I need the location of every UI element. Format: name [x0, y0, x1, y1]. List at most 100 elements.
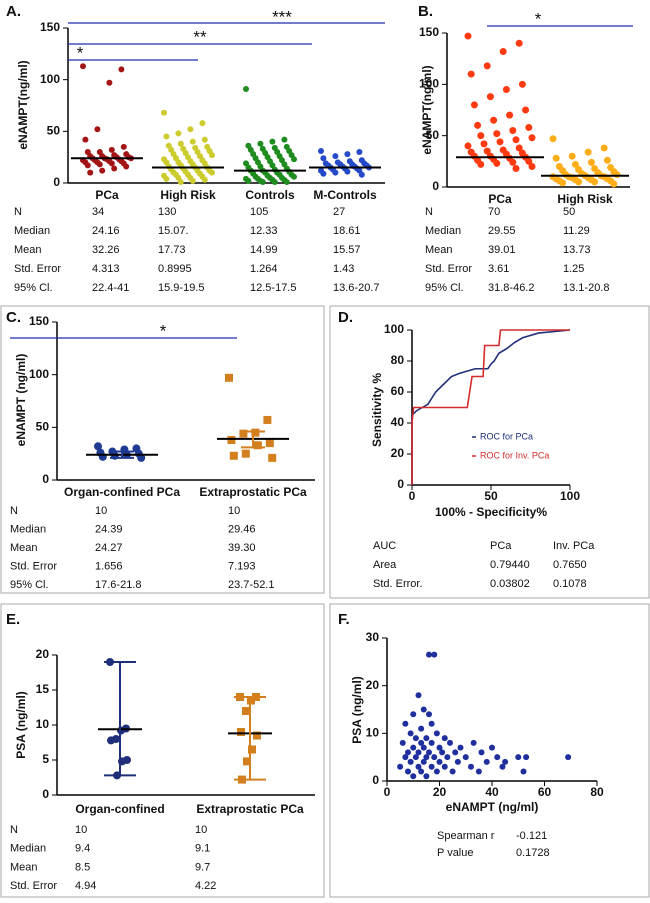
data-point — [259, 178, 266, 185]
y-tick-label: 20 — [36, 647, 50, 661]
data-point — [441, 735, 448, 742]
data-point — [118, 66, 125, 73]
table-cell: P value — [437, 847, 474, 859]
data-point — [523, 754, 530, 761]
x-tick-label: 0 — [384, 785, 391, 799]
table-cell: 17.73 — [158, 244, 186, 256]
table-cell: 105 — [250, 206, 268, 218]
table-cell: -0.121 — [516, 830, 547, 842]
table-cell: 29.55 — [488, 225, 516, 237]
table-cell: 12.5-17.5 — [250, 282, 296, 294]
data-point — [506, 111, 514, 119]
panel-label: C. — [6, 309, 21, 326]
data-point — [123, 163, 130, 170]
data-point — [436, 744, 443, 751]
legend-label: ROC for PCa — [480, 431, 533, 441]
data-point — [515, 144, 523, 152]
data-point — [525, 157, 533, 165]
table-cell: 4.22 — [195, 880, 216, 892]
table-cell: Std. Error — [425, 263, 472, 275]
data-point — [291, 173, 297, 180]
data-point — [431, 754, 438, 761]
data-point — [163, 175, 170, 182]
x-tick-label: 60 — [538, 785, 552, 799]
data-point — [320, 155, 327, 162]
data-point — [571, 160, 579, 168]
table-cell: 15.57 — [333, 244, 361, 256]
table-cell: 95% Cl. — [14, 282, 53, 294]
data-point — [189, 138, 196, 145]
data-point — [356, 149, 363, 155]
y-tick-label: 0 — [432, 179, 439, 193]
data-point — [344, 168, 351, 175]
data-point — [187, 126, 194, 133]
data-point — [410, 711, 417, 718]
data-point — [332, 169, 339, 176]
table-cell: 34 — [92, 206, 104, 218]
table-cell: 39.01 — [488, 244, 516, 256]
table-cell: Std. Error — [10, 880, 57, 892]
data-point — [243, 85, 249, 92]
legend-label: ROC for Inv. PCa — [480, 450, 549, 460]
category-label: High Risk — [160, 188, 216, 202]
table-cell: 95% Cl. — [425, 282, 464, 294]
table-cell: Median — [10, 843, 46, 855]
data-point — [227, 435, 236, 444]
table-cell: Std. Error — [14, 263, 61, 275]
table-cell: Median — [425, 225, 461, 237]
data-point — [397, 763, 404, 770]
data-point — [332, 153, 339, 160]
table-cell: Std. Error. — [373, 578, 423, 590]
table-cell: Mean — [10, 861, 38, 873]
table-cell: 10 — [75, 824, 87, 836]
data-point — [87, 169, 94, 176]
data-point — [120, 143, 127, 150]
data-point — [237, 728, 245, 736]
data-point — [96, 161, 103, 168]
data-point — [433, 730, 440, 737]
table-cell: 0.8995 — [158, 263, 192, 275]
data-point — [283, 178, 290, 185]
data-point — [318, 147, 324, 154]
data-point — [163, 133, 170, 140]
data-point — [402, 720, 409, 727]
data-point — [603, 156, 611, 164]
table-cell: Inv. PCa — [553, 540, 595, 552]
data-point — [499, 47, 507, 55]
data-point — [175, 130, 182, 137]
data-point — [107, 736, 115, 745]
table-cell: 9.7 — [195, 861, 210, 873]
data-point — [189, 177, 196, 184]
data-point — [412, 735, 419, 742]
category-label: Controls — [245, 188, 295, 202]
table-cell: PCa — [490, 540, 512, 552]
category-label: PCa — [95, 188, 119, 202]
data-point — [509, 158, 517, 166]
data-point — [239, 429, 248, 438]
data-point — [610, 180, 618, 188]
table-cell: 31.8-46.2 — [488, 282, 534, 294]
data-point — [271, 178, 278, 185]
y-tick-label: 50 — [47, 124, 61, 138]
y-axis-label: Sensitivity % — [370, 373, 384, 447]
table-cell: 3.61 — [488, 263, 509, 275]
data-point — [320, 170, 327, 177]
data-point — [439, 749, 446, 756]
table-cell: 1.656 — [95, 560, 123, 572]
y-tick-label: 60 — [391, 384, 405, 398]
data-point — [509, 127, 517, 135]
data-point — [478, 749, 485, 756]
data-point — [410, 744, 417, 751]
data-point — [177, 140, 184, 147]
data-point — [502, 85, 510, 93]
data-point — [415, 763, 422, 770]
data-point — [241, 449, 250, 458]
x-tick-label: 20 — [433, 785, 447, 799]
x-tick-label: 50 — [484, 489, 498, 503]
table-cell: 9.1 — [195, 843, 210, 855]
data-point — [84, 162, 91, 169]
data-point — [512, 165, 520, 173]
panel-label: B. — [418, 3, 433, 20]
